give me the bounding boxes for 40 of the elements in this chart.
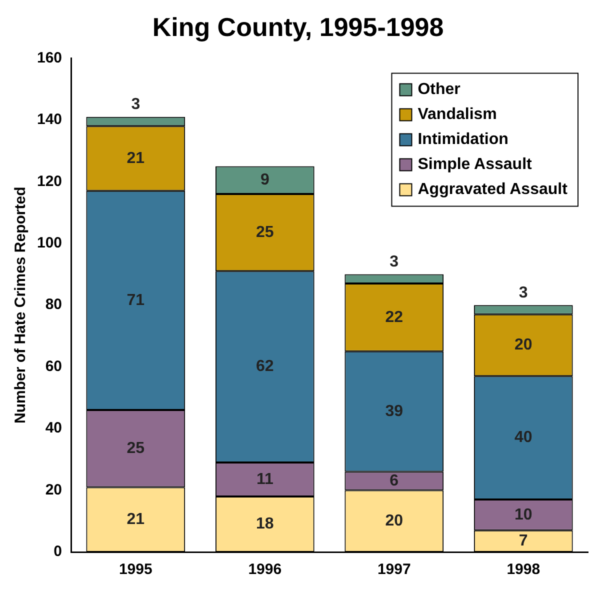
- y-tick-label: 40: [45, 420, 62, 437]
- data-label: 3: [390, 254, 399, 271]
- data-label: 25: [256, 224, 274, 241]
- data-label: 18: [256, 516, 274, 533]
- y-axis-title: Number of Hate Crimes Reported: [12, 186, 30, 424]
- y-tick-label: 140: [36, 111, 62, 128]
- data-label: 7: [518, 532, 528, 550]
- data-label: 20: [385, 512, 404, 530]
- y-tick-label: 60: [45, 358, 62, 375]
- y-tick-label: 80: [45, 296, 62, 314]
- legend-label: Simple Assault: [418, 156, 533, 174]
- legend-label: Other: [418, 81, 460, 98]
- data-label: 3: [131, 96, 140, 114]
- y-tick-label: 20: [45, 481, 62, 498]
- chart-title: King County, 1995-1998: [152, 12, 444, 42]
- legend-label: Vandalism: [418, 106, 497, 124]
- data-label: 22: [385, 308, 404, 326]
- x-tick-label: 1996: [248, 561, 282, 578]
- data-label: 25: [126, 440, 145, 458]
- legend-label: Aggravated Assault: [418, 181, 568, 198]
- data-label: 21: [126, 150, 145, 167]
- legend-label: Intimidation: [418, 131, 508, 148]
- data-label: 9: [260, 172, 270, 189]
- y-tick-label: 160: [36, 49, 62, 66]
- data-label: 3: [518, 284, 528, 302]
- data-label: 11: [256, 470, 274, 488]
- x-tick-label: 1995: [118, 561, 152, 578]
- data-label: 62: [256, 358, 274, 376]
- y-tick-label: 100: [36, 234, 62, 252]
- data-label: 6: [390, 472, 399, 490]
- data-label: 71: [126, 292, 145, 309]
- x-tick-label: 1997: [377, 561, 411, 578]
- data-label: 20: [514, 336, 532, 354]
- y-tick-label: 120: [36, 172, 62, 190]
- data-label: 21: [126, 511, 145, 528]
- data-label: 39: [385, 402, 404, 420]
- x-tick-label: 1998: [506, 561, 540, 578]
- data-label: 40: [514, 429, 532, 446]
- data-label: 10: [514, 506, 532, 524]
- y-tick-label: 0: [54, 543, 62, 560]
